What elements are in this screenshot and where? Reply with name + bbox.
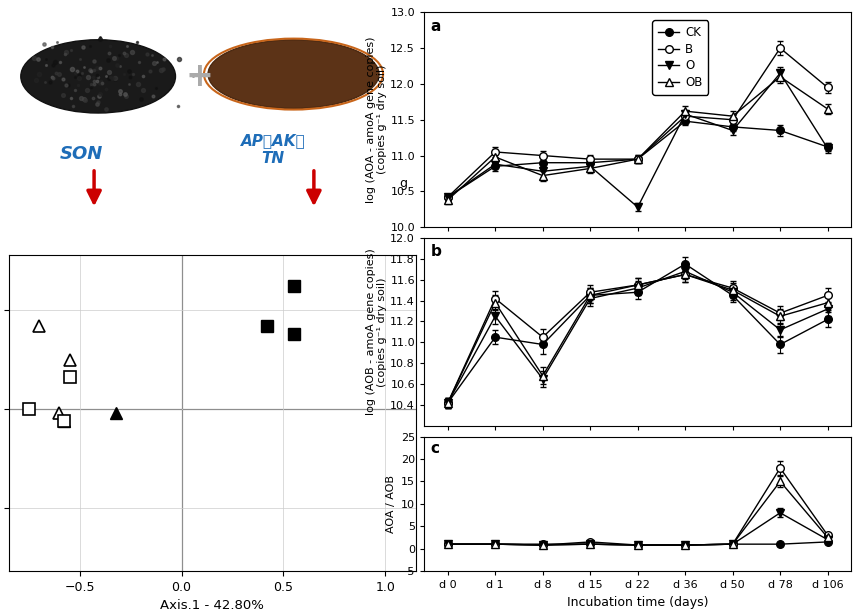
Text: b: b xyxy=(430,244,441,258)
Text: TN: TN xyxy=(261,151,285,166)
Text: AP、AK、: AP、AK、 xyxy=(241,133,305,148)
Y-axis label: log (AOB - amoA gene copies)
(copies g⁻¹ dry soil): log (AOB - amoA gene copies) (copies g⁻¹… xyxy=(366,249,388,415)
Text: SON: SON xyxy=(60,146,103,163)
Y-axis label: AOA / AOB: AOA / AOB xyxy=(386,475,396,533)
Legend: CK, B, O, OB: CK, B, O, OB xyxy=(652,20,709,95)
Text: +: + xyxy=(186,60,214,93)
X-axis label: Incubation time (days): Incubation time (days) xyxy=(567,596,709,608)
X-axis label: Axis.1 - 42.80%: Axis.1 - 42.80% xyxy=(160,599,264,612)
Y-axis label: log (AOA - amoA gene copies)
(copies g⁻¹ dry soil): log (AOA - amoA gene copies) (copies g⁻¹… xyxy=(366,36,388,203)
Text: g: g xyxy=(399,177,408,190)
Text: c: c xyxy=(430,441,439,456)
Legend: CK, B, O, OB: CK, B, O, OB xyxy=(430,268,516,383)
Ellipse shape xyxy=(208,40,379,109)
Ellipse shape xyxy=(21,40,175,113)
Text: a: a xyxy=(430,18,441,34)
